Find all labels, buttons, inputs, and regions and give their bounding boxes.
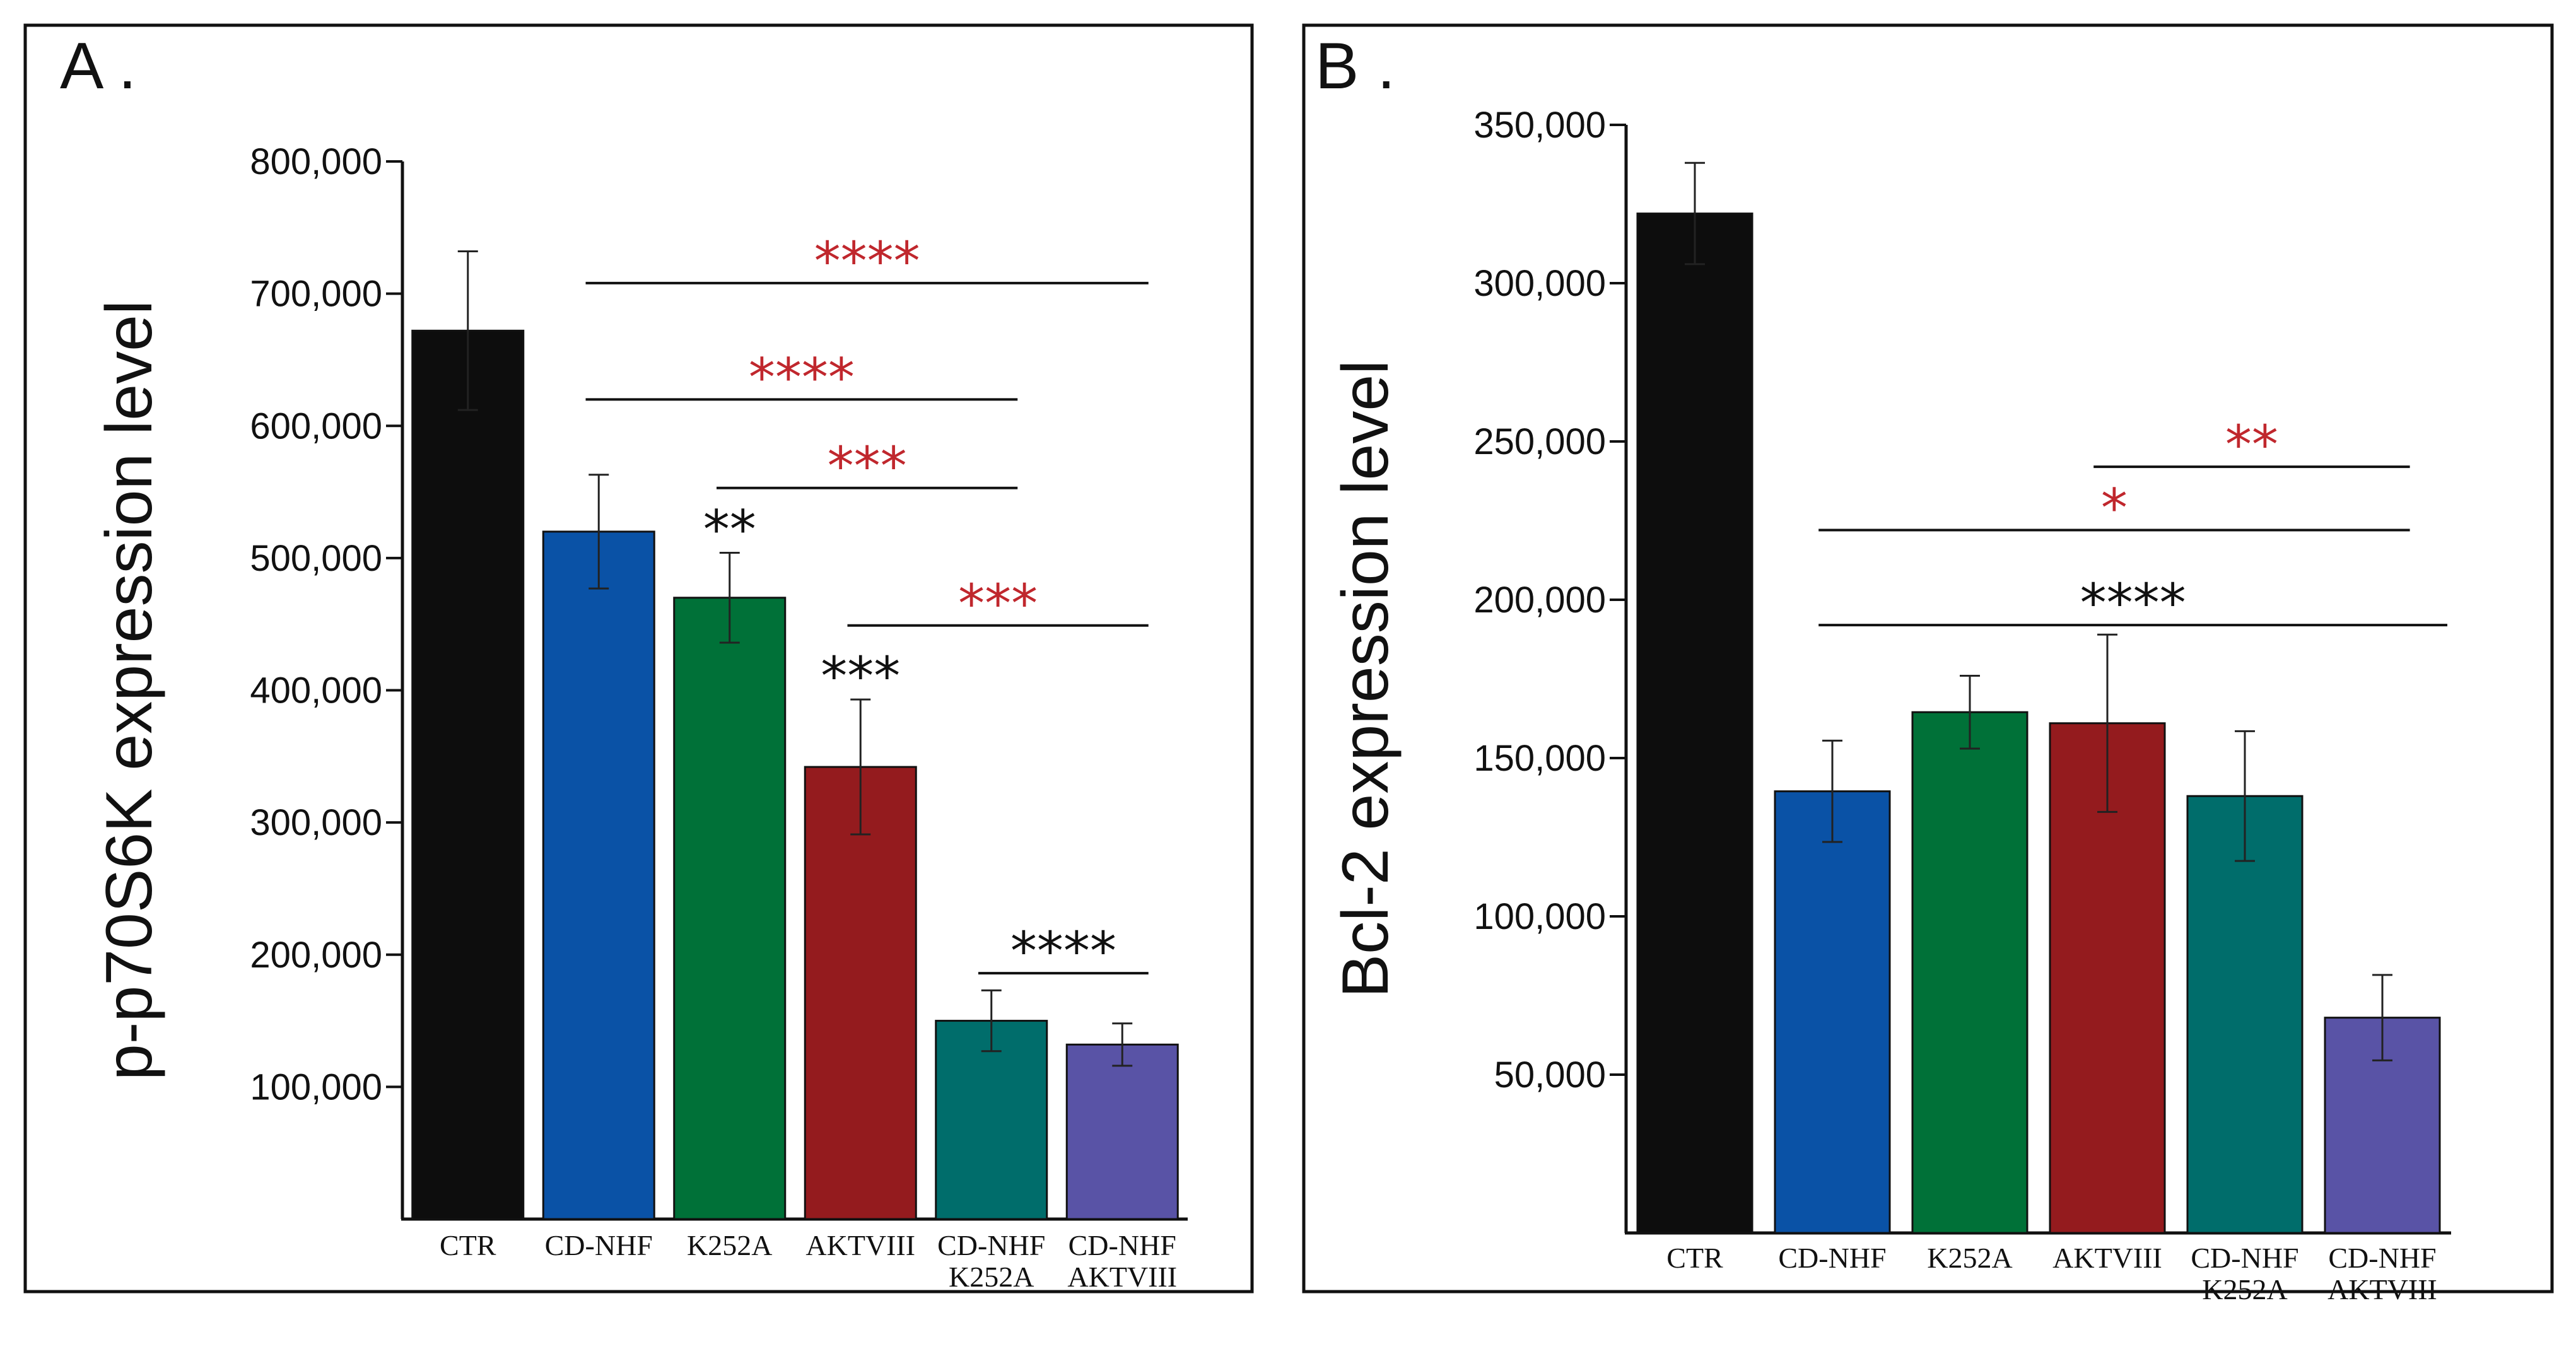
bar bbox=[673, 597, 787, 1220]
panel-b: B . Bcl-2 expression level 50,000 100,000 15… bbox=[1302, 23, 2554, 1305]
y-tick-label: 300,000 bbox=[1473, 263, 1606, 304]
category-label: CD-NHF bbox=[937, 1229, 1045, 1261]
bar bbox=[935, 1020, 1048, 1220]
y-tick-label: 200,000 bbox=[1473, 580, 1606, 621]
category-label: CD-NHF bbox=[2328, 1242, 2436, 1274]
bar bbox=[804, 766, 917, 1220]
panel-frame bbox=[23, 23, 1254, 1294]
category-label: AKTVIII bbox=[805, 1229, 915, 1261]
bar bbox=[1911, 711, 2029, 1234]
comparison-significance: **** bbox=[2080, 572, 2186, 634]
category-label: CD-NHF bbox=[1778, 1242, 1886, 1274]
y-tick-label: 600,000 bbox=[250, 406, 382, 447]
panel-a: A . p-p70S6K expression level 100,000 200,0… bbox=[23, 23, 1254, 1294]
category-label: K252A bbox=[1927, 1242, 2012, 1274]
panel-label: B . bbox=[1315, 30, 1395, 103]
y-tick-label: 800,000 bbox=[250, 141, 382, 182]
y-tick-label: 250,000 bbox=[1473, 421, 1606, 462]
y-axis-label: Bcl-2 expression level bbox=[1329, 360, 1402, 998]
bar bbox=[1636, 213, 1753, 1234]
bar bbox=[411, 329, 525, 1220]
bar bbox=[1065, 1043, 1179, 1220]
y-axis-label: p-p70S6K expression level bbox=[93, 300, 166, 1080]
y-tick-label: 300,000 bbox=[250, 802, 382, 843]
category-label: AKTVIII bbox=[1067, 1261, 1177, 1293]
comparison-significance: **** bbox=[749, 346, 855, 408]
y-tick-label: 400,000 bbox=[250, 670, 382, 711]
panel-frame bbox=[1302, 23, 2554, 1294]
panel-label: A . bbox=[60, 30, 136, 103]
y-tick-label: 100,000 bbox=[1473, 896, 1606, 937]
category-label: CD-NHF bbox=[545, 1229, 653, 1261]
y-tick-label: 150,000 bbox=[1473, 738, 1606, 779]
category-label: CTR bbox=[1666, 1242, 1723, 1274]
bar bbox=[1774, 790, 1891, 1234]
comparison-significance: * bbox=[2101, 477, 2128, 539]
bar bbox=[2186, 795, 2304, 1234]
y-tick-label: 50,000 bbox=[1494, 1054, 1606, 1095]
comparison-significance: **** bbox=[814, 230, 920, 292]
category-label: K252A bbox=[687, 1229, 772, 1261]
y-tick-label: 350,000 bbox=[1473, 105, 1606, 146]
y-tick-label: 700,000 bbox=[250, 274, 382, 315]
significance-marker: ** bbox=[703, 498, 756, 560]
category-label: CTR bbox=[440, 1229, 496, 1261]
comparison-significance: *** bbox=[828, 435, 907, 497]
category-label: AKTVIII bbox=[2327, 1273, 2437, 1305]
y-tick-label: 200,000 bbox=[250, 935, 382, 976]
category-label: CD-NHF bbox=[2191, 1242, 2298, 1274]
category-label: K252A bbox=[2202, 1273, 2287, 1305]
y-tick-label: 500,000 bbox=[250, 538, 382, 579]
category-label: AKTVIII bbox=[2052, 1242, 2162, 1274]
comparison-significance: **** bbox=[1010, 920, 1116, 982]
y-tick-label: 100,000 bbox=[250, 1066, 382, 1107]
category-label: CD-NHF bbox=[1068, 1229, 1176, 1261]
category-label: K252A bbox=[949, 1261, 1034, 1293]
comparison-significance: *** bbox=[958, 573, 1038, 634]
comparison-significance: ** bbox=[2225, 414, 2278, 476]
bar bbox=[542, 530, 655, 1220]
significance-marker: *** bbox=[821, 645, 900, 707]
